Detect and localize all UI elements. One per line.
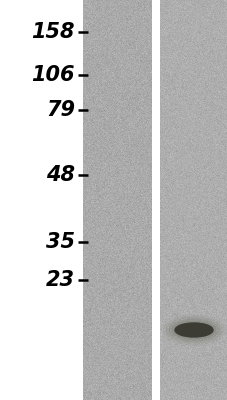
Ellipse shape (165, 317, 221, 343)
Text: 79: 79 (46, 100, 75, 120)
Text: 23: 23 (46, 270, 75, 290)
Text: 35: 35 (46, 232, 75, 252)
Ellipse shape (162, 315, 224, 345)
Ellipse shape (171, 321, 215, 339)
Text: 158: 158 (31, 22, 75, 42)
Text: 106: 106 (31, 65, 75, 85)
Ellipse shape (168, 319, 218, 341)
Text: 48: 48 (46, 165, 75, 185)
Ellipse shape (174, 323, 212, 337)
